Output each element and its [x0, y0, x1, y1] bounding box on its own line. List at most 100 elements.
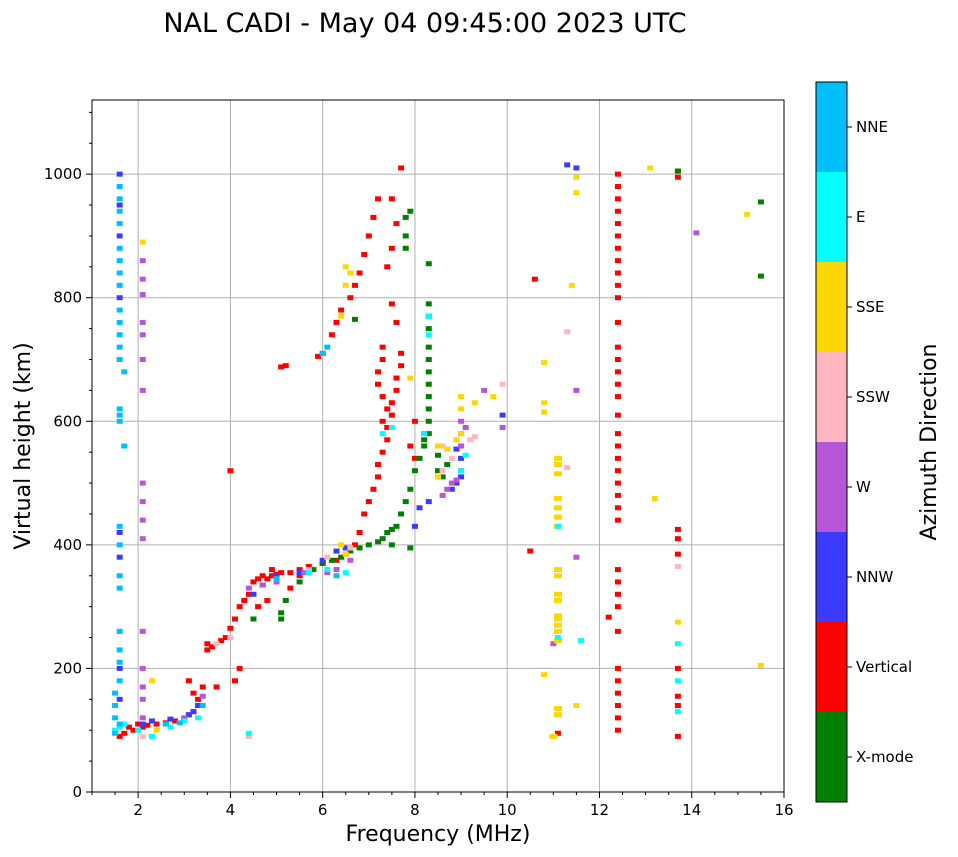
data-point	[651, 496, 658, 502]
colorbar-segment	[816, 622, 847, 712]
data-point	[421, 431, 428, 437]
data-point	[250, 591, 257, 597]
data-point	[241, 597, 248, 603]
data-point	[116, 523, 123, 529]
data-point	[553, 712, 562, 718]
data-point	[614, 665, 621, 671]
y-axis-ticks: 0 200 400 600 800 1000	[44, 111, 92, 801]
data-point	[310, 567, 317, 573]
colorbar-label: Azimuth Direction	[917, 343, 942, 540]
colorbar-segment	[816, 172, 847, 262]
x-axis-label: Frequency (MHz)	[346, 822, 531, 847]
data-point	[245, 585, 252, 591]
data-point	[148, 718, 155, 724]
data-point	[411, 455, 418, 461]
data-point	[573, 190, 580, 196]
data-point	[250, 579, 257, 585]
data-point	[614, 591, 621, 597]
data-point	[674, 693, 681, 699]
data-point	[553, 514, 562, 520]
data-point	[444, 486, 451, 492]
data-point	[162, 721, 169, 727]
data-point	[462, 424, 469, 430]
data-point	[393, 387, 400, 393]
data-point	[393, 523, 400, 529]
data-point	[541, 360, 548, 366]
data-point	[347, 548, 354, 554]
data-point	[278, 570, 285, 576]
data-point	[614, 282, 621, 288]
data-point	[471, 400, 478, 406]
data-point	[614, 678, 621, 684]
data-point	[553, 567, 562, 573]
data-point	[204, 641, 211, 647]
data-point	[333, 548, 340, 554]
data-point	[614, 233, 621, 239]
data-point	[167, 716, 174, 722]
data-point	[347, 295, 354, 301]
data-point	[116, 412, 123, 418]
data-point	[541, 409, 548, 415]
data-point	[379, 394, 386, 400]
data-point	[388, 424, 395, 430]
data-point	[744, 211, 751, 217]
data-point	[674, 551, 681, 557]
data-point	[553, 471, 562, 477]
data-point	[305, 567, 312, 573]
data-point	[319, 350, 326, 356]
data-point	[361, 511, 368, 517]
data-point	[176, 720, 183, 726]
data-point	[553, 613, 562, 619]
data-point	[614, 492, 621, 498]
data-point	[499, 381, 506, 387]
data-point	[347, 270, 354, 276]
data-point	[614, 208, 621, 214]
colorbar-segment	[816, 712, 847, 802]
data-point	[674, 641, 681, 647]
data-point	[554, 730, 561, 736]
data-point	[139, 733, 146, 739]
data-point	[315, 353, 322, 359]
data-point	[614, 344, 621, 350]
data-point	[553, 505, 562, 511]
data-point	[481, 387, 488, 393]
data-point	[296, 579, 303, 585]
plot-points	[112, 162, 764, 739]
data-point	[578, 638, 585, 644]
data-point	[388, 400, 395, 406]
data-point	[116, 406, 123, 412]
data-point	[674, 619, 681, 625]
data-point	[379, 344, 386, 350]
data-point	[204, 647, 211, 653]
data-point	[139, 239, 146, 245]
data-point	[393, 221, 400, 227]
x-tick-label: 12	[590, 801, 609, 819]
data-point	[135, 721, 142, 727]
data-point	[421, 443, 428, 449]
data-point	[425, 369, 432, 375]
data-point	[531, 276, 538, 282]
data-point	[342, 570, 349, 576]
data-point	[139, 292, 146, 298]
data-point	[139, 721, 146, 727]
data-point	[185, 678, 192, 684]
data-point	[116, 724, 123, 730]
data-point	[458, 455, 465, 461]
x-tick-label: 14	[682, 801, 701, 819]
data-point	[282, 363, 289, 369]
data-point	[116, 696, 123, 702]
data-point	[614, 468, 621, 474]
data-point	[148, 678, 155, 684]
data-point	[388, 412, 395, 418]
data-point	[227, 625, 234, 631]
data-point	[333, 319, 340, 325]
data-point	[116, 208, 123, 214]
data-point	[439, 443, 446, 449]
data-point	[116, 295, 123, 301]
data-point	[553, 628, 562, 634]
data-point	[116, 628, 123, 634]
data-point	[453, 446, 460, 452]
y-tick-label: 200	[53, 659, 82, 677]
data-point	[116, 245, 123, 251]
data-point	[287, 585, 294, 591]
